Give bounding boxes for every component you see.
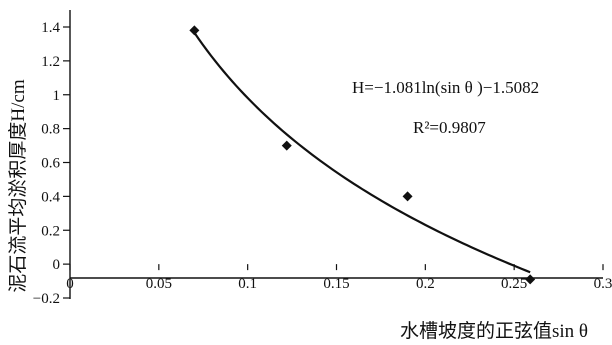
x-axis-title: 水槽坡度的正弦值sin θ [400, 320, 588, 342]
y-tick-label: 0.4 [41, 189, 60, 205]
x-tick-label: 0.1 [238, 276, 257, 292]
x-tick-label: 0.05 [146, 276, 172, 292]
y-tick-label: 0.6 [41, 156, 60, 172]
data-point-marker [281, 140, 292, 151]
x-tick-label: 0.25 [501, 276, 527, 292]
data-point-marker [402, 191, 413, 202]
x-tick-label: 0.3 [594, 276, 612, 292]
fitted-trend-line [193, 32, 531, 274]
y-tick-label: 1 [53, 88, 61, 104]
y-tick-label: 0.8 [41, 122, 60, 138]
y-tick-label: 0 [53, 257, 61, 273]
y-tick-label: −0.2 [33, 291, 60, 307]
data-point-marker [189, 25, 200, 36]
y-tick-label: 1.2 [41, 54, 60, 70]
data-points [189, 25, 536, 285]
r-squared: R²=0.9807 [413, 118, 486, 137]
x-ticks: 0 0.05 0.1 0.15 0.2 0.25 0.3 [66, 264, 612, 292]
x-tick-label: 0.2 [416, 276, 435, 292]
x-tick-label: 0 [66, 276, 74, 292]
y-tick-label: 1.4 [41, 20, 60, 36]
y-axis-title: 泥石流平均淤积厚度H/cm [7, 79, 29, 292]
axes [69, 10, 603, 299]
x-tick-label: 0.15 [323, 276, 349, 292]
y-ticks: −0.2 0 0.2 0.4 0.6 0.8 1 1.2 1.4 [33, 20, 70, 307]
y-tick-label: 0.2 [41, 223, 60, 239]
fit-equation: H=−1.081ln(sin θ )−1.5082 [352, 78, 539, 97]
data-point-marker [525, 274, 536, 285]
